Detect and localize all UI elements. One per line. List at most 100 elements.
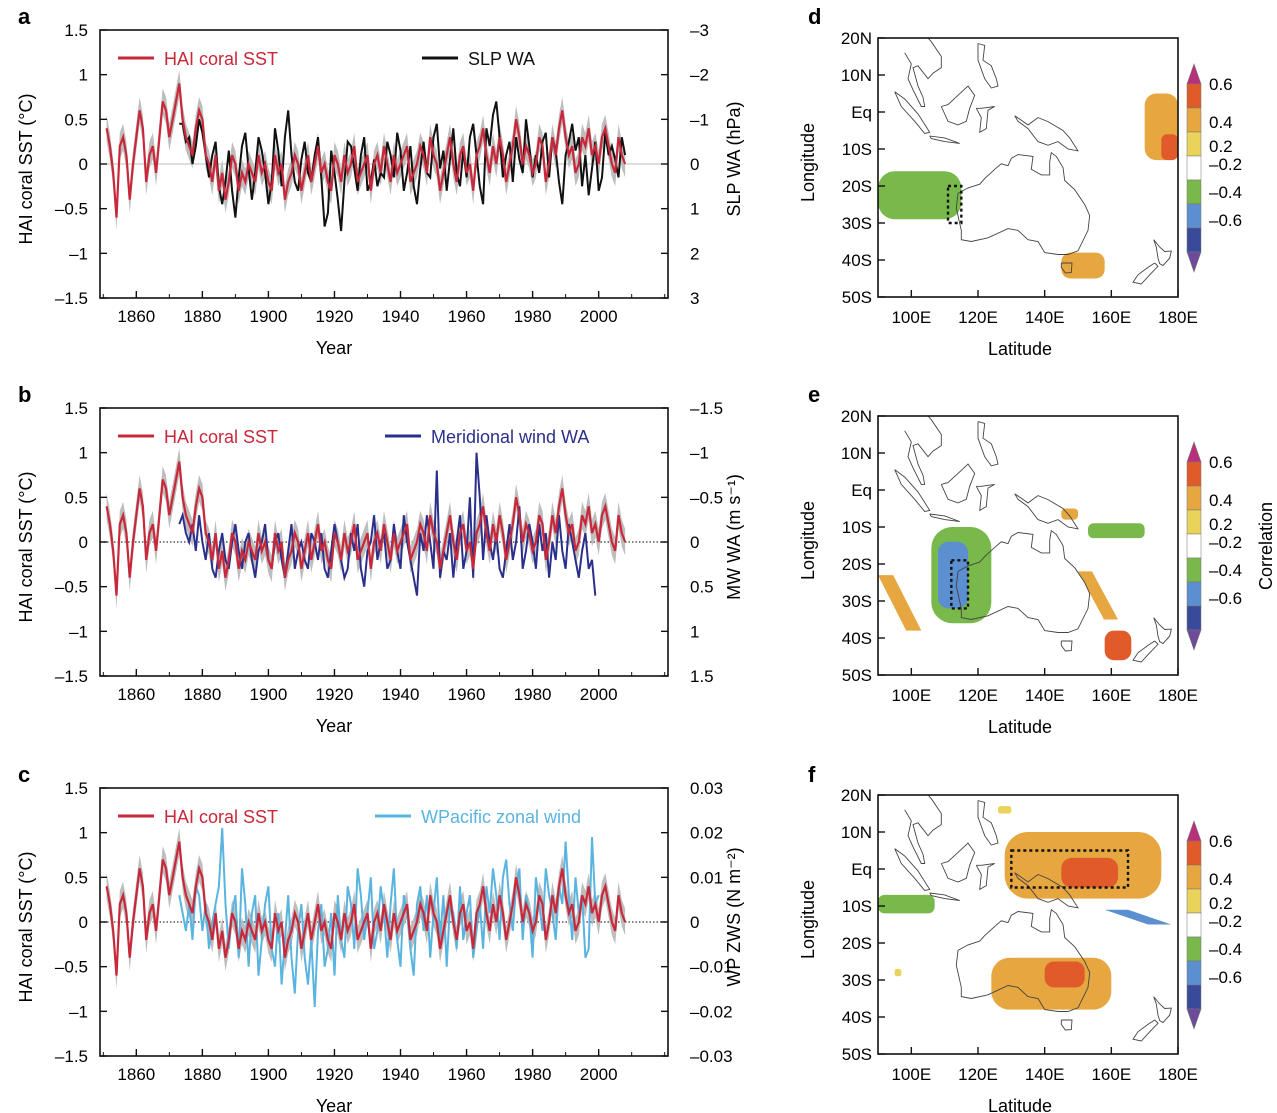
correlation-region — [1104, 630, 1132, 661]
y-right-tick-label: –3 — [690, 21, 709, 40]
coastline — [975, 106, 995, 134]
colorbar-tip-high — [1186, 441, 1202, 463]
correlation-region — [894, 968, 902, 977]
panel-letter-d: d — [808, 4, 821, 29]
panel-letter-a: a — [18, 4, 31, 29]
y-left-axis-label: HAI coral SST (°C) — [16, 472, 36, 623]
series-hai-coral-sst — [105, 841, 627, 976]
x-tick-label: 100E — [891, 1065, 931, 1084]
map-frame — [877, 415, 1179, 676]
colorbar-label: 0.2 — [1209, 515, 1233, 534]
x-tick-label: 160E — [1091, 308, 1131, 327]
x-tick-label: 120E — [958, 1065, 998, 1084]
series-hai-coral-sst — [105, 461, 627, 596]
colorbar-segment — [1186, 179, 1202, 205]
coastline — [1014, 493, 1079, 530]
y-right-tick-label: –2 — [690, 66, 709, 85]
colorbar-segment — [1186, 557, 1202, 583]
map-area — [878, 416, 1172, 663]
legend-label-second: WPacific zonal wind — [421, 807, 581, 827]
x-axis-label: Latitude — [988, 717, 1052, 737]
y-right-tick-label: –1 — [690, 444, 709, 463]
y-axis-label: Longitude — [798, 880, 818, 959]
panel-a: 1860 1880 1900 1920 1940 1960 1980 2000 1.5 1 0.5 0… — [16, 4, 744, 358]
panel-c: 1860 1880 1900 1920 1940 1960 1980 2000 1.5 1 0.5 0… — [16, 762, 744, 1113]
x-tick-label: 1980 — [514, 307, 552, 326]
y-right-axis-label: WP ZWS (N m⁻²) — [724, 847, 744, 986]
coastline — [894, 469, 931, 512]
y-tick-label: 20S — [842, 555, 872, 574]
y-left-tick-label: –1.5 — [55, 289, 88, 308]
colorbar-segment — [1186, 131, 1202, 157]
y-tick-label: 20S — [842, 177, 872, 196]
map-frame — [877, 37, 1179, 298]
y-right-tick-label: 1.5 — [690, 667, 714, 686]
colorbar-segment — [1186, 485, 1202, 511]
colorbar-segment — [1186, 155, 1202, 181]
index-region-box — [1010, 849, 1130, 889]
y-right-tick-label: –1 — [690, 110, 709, 129]
y-left-tick-label: –0.5 — [55, 578, 88, 597]
legend-label-hai: HAI coral SST — [164, 427, 278, 447]
colorbar-label: 0.4 — [1209, 113, 1233, 132]
colorbar-label: –0.4 — [1209, 183, 1242, 202]
legend-label-hai: HAI coral SST — [164, 49, 278, 69]
colorbar-segment — [1186, 227, 1202, 253]
y-right-tick-label: –1.5 — [690, 399, 723, 418]
y-left-tick-label: –1 — [69, 622, 88, 641]
y-tick-label: Eq — [851, 860, 872, 879]
coastline — [1153, 996, 1172, 1024]
x-tick-label: 100E — [891, 308, 931, 327]
coastline — [904, 38, 942, 107]
colorbar-label: 0.6 — [1209, 75, 1233, 94]
y-left-tick-label: 1 — [79, 824, 88, 843]
legend-label-hai: HAI coral SST — [164, 807, 278, 827]
y-left-tick-label: 1.5 — [64, 399, 88, 418]
x-tick-label: 1880 — [183, 1065, 221, 1084]
colorbar-label: –0.2 — [1209, 533, 1242, 552]
y-tick-label: Eq — [851, 103, 872, 122]
colorbar-segment — [1186, 864, 1202, 890]
y-right-tick-label: 3 — [690, 289, 699, 308]
panel-letter-f: f — [808, 762, 816, 787]
x-axis-label: Latitude — [988, 339, 1052, 359]
colorbar-segment — [1186, 461, 1202, 487]
colorbar-label: 0.6 — [1209, 832, 1233, 851]
colorbar-label: 0.6 — [1209, 453, 1233, 472]
x-axis-label: Latitude — [988, 1096, 1052, 1113]
index-region-box — [950, 559, 970, 610]
coastline — [1132, 262, 1159, 285]
y-left-tick-label: 0 — [79, 155, 88, 174]
y-tick-label: 10S — [842, 897, 872, 916]
y-tick-label: 20N — [841, 786, 872, 805]
coastline — [975, 863, 995, 891]
colorbar-segment — [1186, 984, 1202, 1010]
colorbar-segment — [1186, 840, 1202, 866]
correlation-region — [938, 541, 968, 609]
colorbar-segment — [1186, 888, 1202, 914]
y-tick-label: 10N — [841, 444, 872, 463]
x-tick-label: 160E — [1091, 1065, 1131, 1084]
colorbar-segment — [1186, 581, 1202, 607]
panel-f: 100E 120E 140E 160E 180E 20N 10N Eq 10S 20S 30S 40S… — [798, 762, 1242, 1113]
y-right-axis-label: SLP WA (hPa) — [724, 101, 744, 216]
coastline — [894, 91, 931, 135]
y-left-tick-label: 1.5 — [64, 21, 88, 40]
coastline — [977, 800, 999, 846]
y-right-tick-label: –0.03 — [690, 1047, 733, 1066]
y-axis-label: Longitude — [798, 123, 818, 202]
coastline — [1060, 640, 1073, 652]
y-axis-label: Longitude — [798, 501, 818, 580]
y-left-tick-label: 0.5 — [64, 488, 88, 507]
y-tick-label: Eq — [851, 481, 872, 500]
y-tick-label: 10N — [841, 823, 872, 842]
colorbar-segment — [1186, 605, 1202, 631]
colorbar-label: –0.2 — [1209, 155, 1242, 174]
x-tick-label: 1980 — [514, 685, 552, 704]
y-right-tick-label: 2 — [690, 244, 699, 263]
x-tick-label: 1880 — [183, 685, 221, 704]
x-axis-label: Year — [316, 716, 352, 736]
coastline — [904, 416, 942, 485]
y-right-tick-label: 0 — [690, 155, 699, 174]
